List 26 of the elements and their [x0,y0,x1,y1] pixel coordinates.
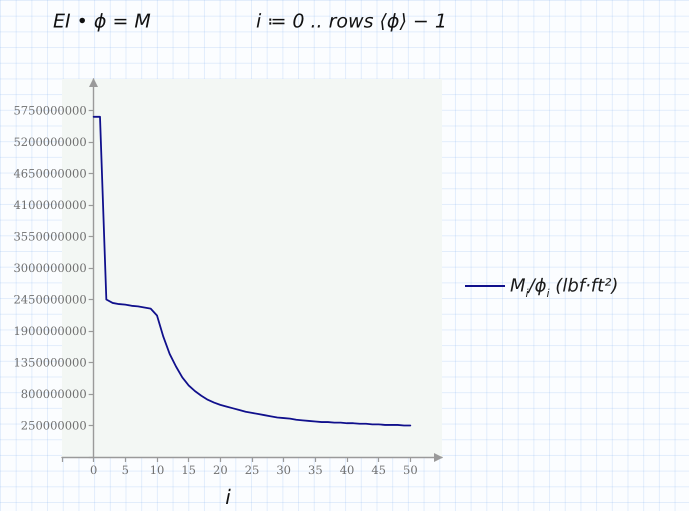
y-tick-label: 4100000000 [13,198,87,212]
y-tick-label: 1350000000 [13,356,87,370]
x-tick-label: 10 [150,463,164,477]
x-tick-label: 35 [308,463,323,477]
text: EI • ϕ = M [53,10,151,32]
y-tick-label: 800000000 [20,387,87,401]
text: i ≔ 0 .. rows ⟨ϕ⟩ − 1 [256,10,447,32]
y-tick-label: 2450000000 [13,292,87,306]
x-tick-label: 30 [276,463,291,477]
line-series [92,116,412,426]
x-tick-label: 40 [340,463,354,477]
x-tick-label: 0 [90,463,98,477]
x-tick-label: 15 [181,463,196,477]
x-tick-label: 45 [371,463,386,477]
x-tick-label: 25 [244,463,260,477]
y-tick-label: 3000000000 [13,261,87,275]
x-tick-label: 50 [403,463,418,477]
y-tick-label: 250000000 [20,418,87,432]
y-tick-label: 4650000000 [13,166,87,180]
y-tick-label: 5750000000 [13,104,87,118]
y-tick-label: 3550000000 [13,230,87,244]
y-tick-label: 5200000000 [13,135,87,149]
y-tick-label: 1900000000 [13,324,87,338]
x-tick-label: 20 [213,463,228,477]
x-tick-label: 5 [122,463,129,477]
x-axis-title: i [225,485,232,509]
